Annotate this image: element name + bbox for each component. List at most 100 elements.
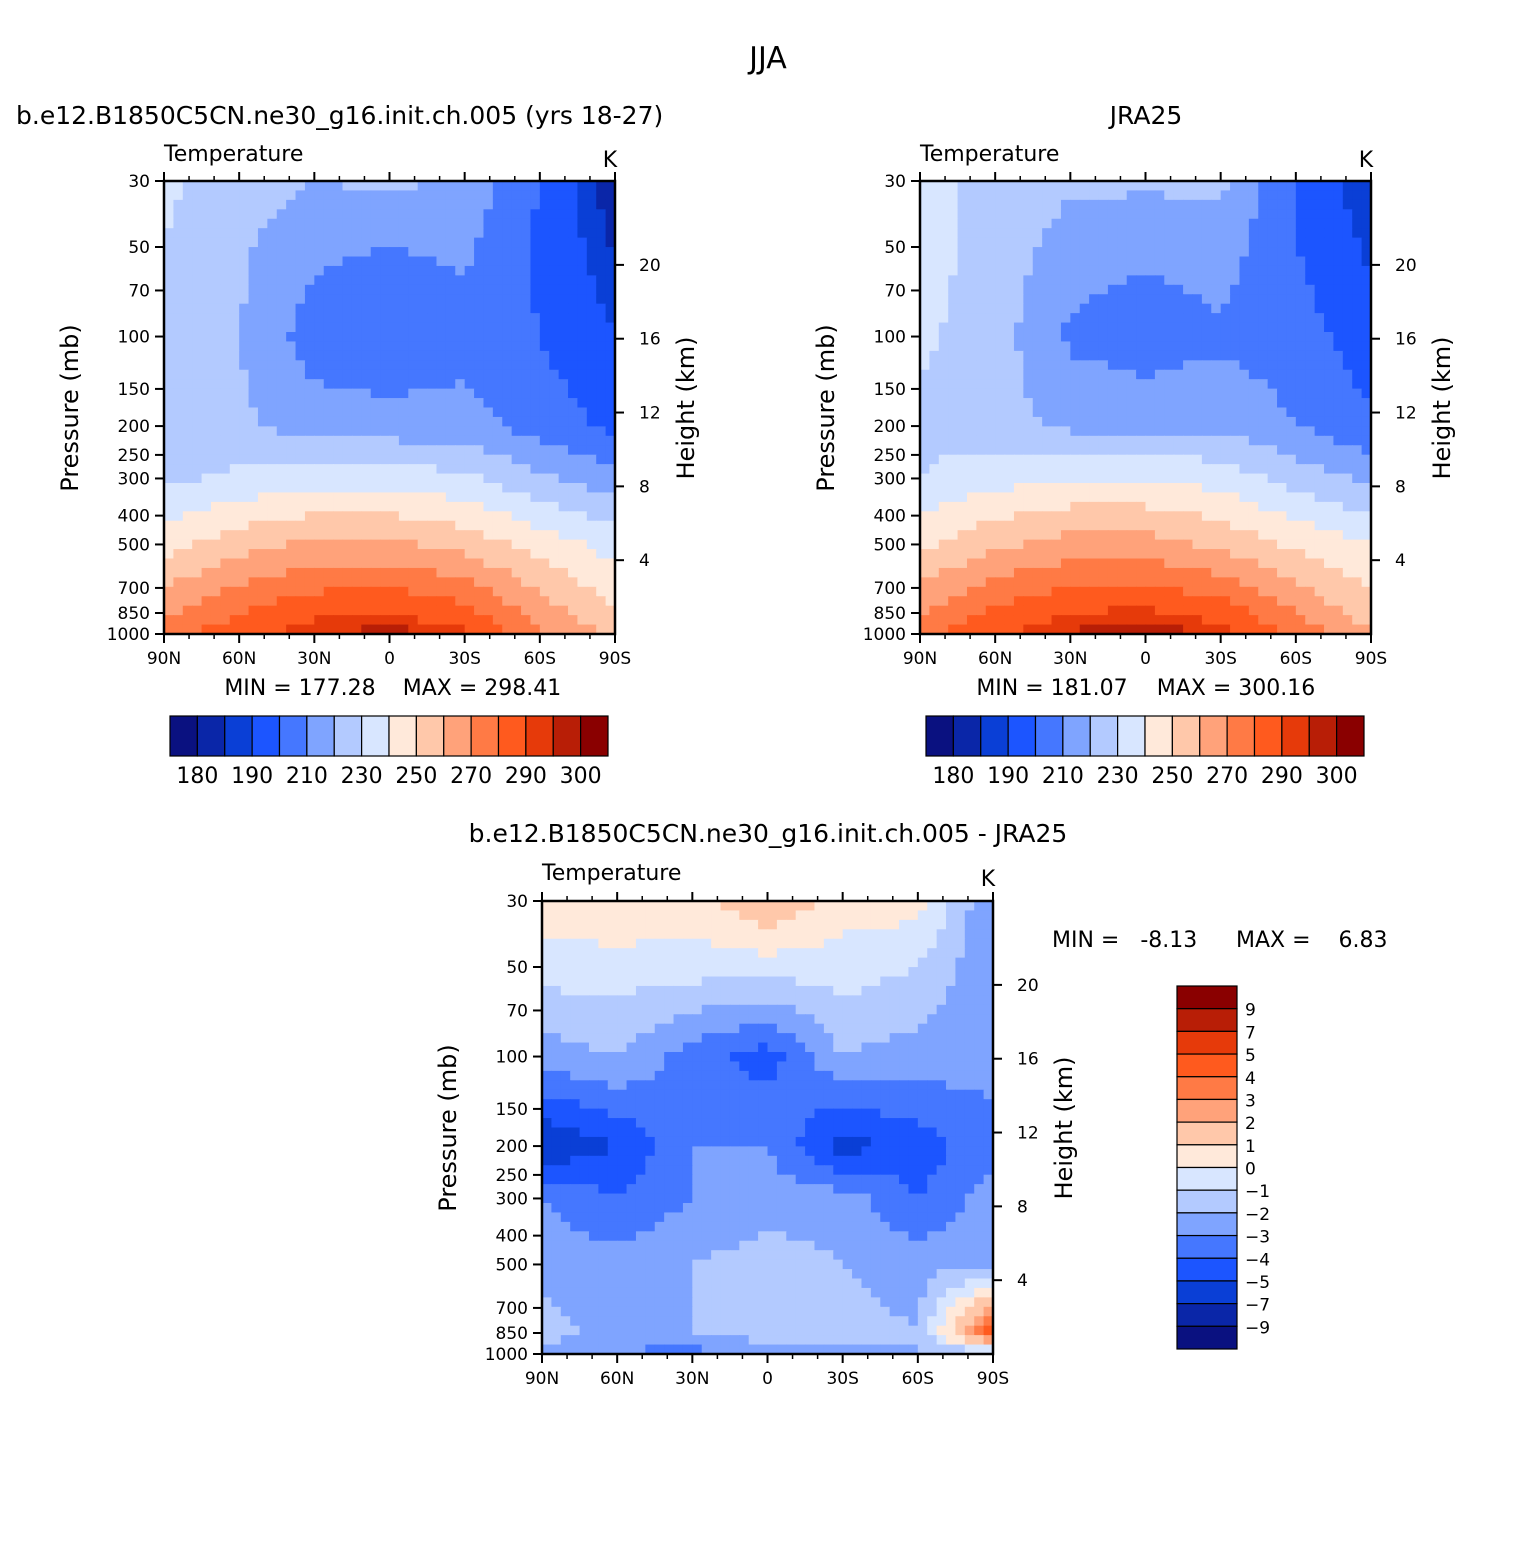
field-cell	[455, 341, 465, 351]
field-cell	[1005, 483, 1015, 493]
field-cell	[1268, 228, 1278, 238]
field-cell	[976, 275, 986, 285]
field-cell	[267, 304, 277, 314]
field-cell	[1164, 323, 1174, 333]
field-cell	[455, 190, 465, 200]
field-cell	[305, 502, 315, 512]
field-cell	[1286, 540, 1296, 550]
field-cell	[465, 426, 475, 436]
field-cell	[324, 483, 334, 493]
x-tick-label: 60S	[524, 649, 556, 669]
field-cell	[958, 266, 968, 276]
field-cell	[1146, 341, 1156, 351]
field-cell	[314, 511, 324, 521]
field-cell	[202, 332, 212, 342]
field-cell	[305, 398, 315, 408]
field-cell	[1286, 455, 1296, 465]
field-cell	[314, 190, 324, 200]
field-cell	[587, 445, 597, 455]
field-cell	[352, 190, 362, 200]
field-cell	[399, 370, 409, 380]
field-cell	[1108, 238, 1118, 248]
field-cell	[1164, 615, 1174, 625]
field-cell	[173, 313, 183, 323]
field-cell	[286, 238, 296, 248]
field-cell	[427, 521, 437, 531]
field-cell	[474, 351, 484, 361]
field-cell	[1108, 483, 1118, 493]
field-cell	[1249, 577, 1259, 587]
field-cell	[1146, 530, 1156, 540]
field-cell	[1192, 398, 1202, 408]
field-cell	[1164, 596, 1174, 606]
field-cell	[343, 549, 353, 559]
field-cell	[549, 200, 559, 210]
field-cell	[399, 549, 409, 559]
field-cell	[568, 606, 578, 616]
field-cell	[1343, 275, 1353, 285]
field-cell	[1080, 606, 1090, 616]
field-cell	[267, 379, 277, 389]
field-cell	[814, 920, 824, 930]
field-cell	[474, 568, 484, 578]
field-cell	[1249, 209, 1259, 219]
field-cell	[1155, 615, 1165, 625]
colorbar-label: 210	[286, 764, 328, 789]
field-cell	[164, 606, 174, 616]
field-cell	[1324, 266, 1334, 276]
field-cell	[258, 615, 268, 625]
field-cell	[1061, 389, 1071, 399]
field-cell	[493, 577, 503, 587]
field-cell	[939, 559, 949, 569]
field-cell	[1174, 351, 1184, 361]
field-cell	[530, 266, 540, 276]
field-cell	[1183, 606, 1193, 616]
field-cell	[202, 351, 212, 361]
field-cell	[521, 247, 531, 257]
field-cell	[577, 492, 587, 502]
field-cell	[1052, 502, 1062, 512]
field-cell	[286, 577, 296, 587]
field-cell	[1005, 294, 1015, 304]
field-cell	[1155, 341, 1165, 351]
field-cell	[1023, 389, 1033, 399]
field-cell	[277, 455, 287, 465]
field-cell	[920, 474, 930, 484]
field-cell	[1221, 559, 1231, 569]
field-cell	[202, 219, 212, 229]
field-cell	[1249, 275, 1259, 285]
field-cell	[1108, 417, 1118, 427]
field-cell	[1033, 549, 1043, 559]
field-cell	[502, 181, 512, 191]
field-cell	[220, 587, 230, 597]
field-cell	[1221, 332, 1231, 342]
field-cell	[183, 285, 193, 295]
field-cell	[1117, 190, 1127, 200]
field-cell	[939, 577, 949, 587]
field-cell	[296, 219, 306, 229]
field-cell	[483, 606, 493, 616]
field-cell	[1183, 596, 1193, 606]
field-cell	[986, 351, 996, 361]
field-cell	[1174, 596, 1184, 606]
field-cell	[1136, 313, 1146, 323]
field-cell	[1239, 389, 1249, 399]
field-cell	[1155, 502, 1165, 512]
field-cell	[1117, 577, 1127, 587]
field-cell	[1052, 285, 1062, 295]
field-cell	[239, 426, 249, 436]
field-cell	[1333, 200, 1343, 210]
field-cell	[380, 360, 390, 370]
field-cell	[1136, 568, 1146, 578]
field-cell	[164, 209, 174, 219]
field-cell	[1221, 417, 1231, 427]
field-cell	[589, 920, 599, 930]
field-cell	[277, 426, 287, 436]
field-cell	[446, 492, 456, 502]
field-cell	[286, 257, 296, 267]
field-cell	[324, 417, 334, 427]
field-cell	[920, 200, 930, 210]
field-cell	[1005, 577, 1015, 587]
field-cell	[512, 577, 522, 587]
field-cell	[183, 615, 193, 625]
